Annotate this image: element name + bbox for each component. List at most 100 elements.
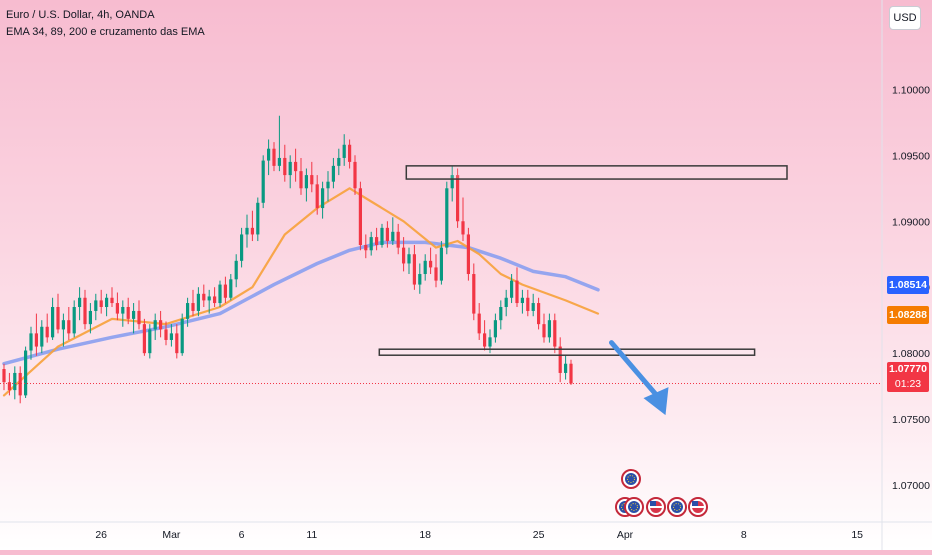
event-eu-icon-flag (671, 501, 683, 513)
candle-body (110, 297, 114, 304)
candle-body (196, 293, 200, 311)
candle-body (483, 333, 487, 347)
bar-countdown: 01:23 (894, 378, 922, 390)
candle-body (202, 293, 206, 301)
candle-body (283, 157, 287, 176)
candle-body (434, 267, 438, 281)
candle-body (391, 231, 395, 242)
candle-body (61, 320, 65, 330)
y-tick-label: 1.09500 (892, 150, 930, 162)
candle-body (299, 171, 303, 189)
candle-body (267, 148, 271, 161)
last-price-value: 1.07770 (889, 363, 927, 375)
candle-body (18, 372, 22, 396)
candle-body (245, 227, 249, 235)
candle-body (450, 175, 454, 189)
candle-body (439, 247, 443, 281)
candle-body (51, 306, 55, 338)
candle-body (493, 320, 497, 338)
candle-body (272, 148, 276, 166)
candle-body (159, 320, 163, 330)
candle-body (29, 333, 33, 351)
event-us-icon[interactable] (646, 497, 666, 517)
candle-body (429, 260, 433, 268)
candle-body (569, 363, 573, 384)
candle-body (531, 303, 535, 311)
x-tick-label: 15 (851, 529, 863, 541)
x-tick-label: 8 (741, 529, 747, 541)
event-eu-icon-flag-stars (673, 503, 681, 511)
x-tick-label: 25 (533, 529, 545, 541)
symbol-title[interactable]: Euro / U.S. Dollar, 4h, OANDA (6, 9, 155, 21)
candle-body (342, 144, 346, 158)
candle-body (207, 296, 211, 301)
candle-body (445, 188, 449, 248)
candle-body (396, 231, 400, 248)
candle-body (553, 320, 557, 347)
ema-blue-price-tag: 1.08514 (887, 276, 929, 295)
x-tick-label: 18 (419, 529, 431, 541)
candle-body (321, 188, 325, 209)
chart-header: Euro / U.S. Dollar, 4h, OANDA EMA 34, 89… (6, 7, 205, 41)
candle-body (78, 297, 82, 307)
currency-button[interactable]: USD (889, 6, 921, 30)
candle-body (261, 160, 265, 203)
event-eu-icon-flag (628, 501, 640, 513)
candle-body (83, 297, 87, 325)
candle-body (504, 297, 508, 307)
candle-body (175, 333, 179, 354)
y-tick-label: 1.10000 (892, 84, 930, 96)
event-eu-icon-flag-stars (630, 503, 638, 511)
candle-body (558, 346, 562, 373)
candle-body (477, 313, 481, 334)
candle-body (364, 245, 368, 251)
candle-body (515, 280, 519, 304)
y-tick-label: 1.07000 (892, 480, 930, 492)
candle-body (115, 303, 119, 314)
event-eu-icon-flag-stars (627, 475, 635, 483)
candle-body (2, 368, 6, 383)
candle-body (331, 165, 335, 182)
x-tick-label: 26 (95, 529, 107, 541)
candle-body (126, 306, 130, 319)
candle-body (164, 329, 168, 340)
event-eu-icon[interactable] (667, 497, 687, 517)
candle-body (67, 320, 71, 334)
x-tick-label: Mar (162, 529, 181, 541)
candle-body (288, 161, 292, 176)
event-eu-icon-flag (625, 473, 637, 485)
candle-body (564, 363, 568, 373)
candle-body (256, 202, 260, 235)
candle-body (24, 350, 28, 396)
candle-body (88, 310, 92, 325)
candle-body (353, 161, 357, 189)
candle-body (369, 237, 373, 251)
candle-body (456, 175, 460, 222)
candle-body (542, 324, 546, 338)
candle-body (385, 227, 389, 242)
candle-body (315, 184, 319, 209)
candle-body (402, 247, 406, 264)
candle-body (148, 329, 152, 354)
event-eu-icon[interactable] (621, 469, 641, 489)
candle-body (250, 227, 254, 235)
candle-body (277, 157, 281, 166)
candle-body (72, 306, 76, 334)
candle-body (213, 296, 217, 304)
x-tick-label: Apr (617, 529, 634, 541)
resistance-zone-box (378, 348, 756, 356)
candle-body (412, 254, 416, 285)
event-eu-icon[interactable] (624, 497, 644, 517)
x-tick-label: 11 (306, 529, 317, 541)
candle-body (186, 303, 190, 319)
candle-body (310, 175, 314, 185)
candle-body (40, 326, 44, 347)
event-us-icon-flag-canton (692, 501, 698, 506)
event-us-icon[interactable] (688, 497, 708, 517)
candle-body (240, 234, 244, 261)
candle-body (407, 254, 411, 264)
indicator-label[interactable]: EMA 34, 89, 200 e cruzamento das EMA (6, 26, 205, 38)
candle-body (137, 310, 141, 325)
